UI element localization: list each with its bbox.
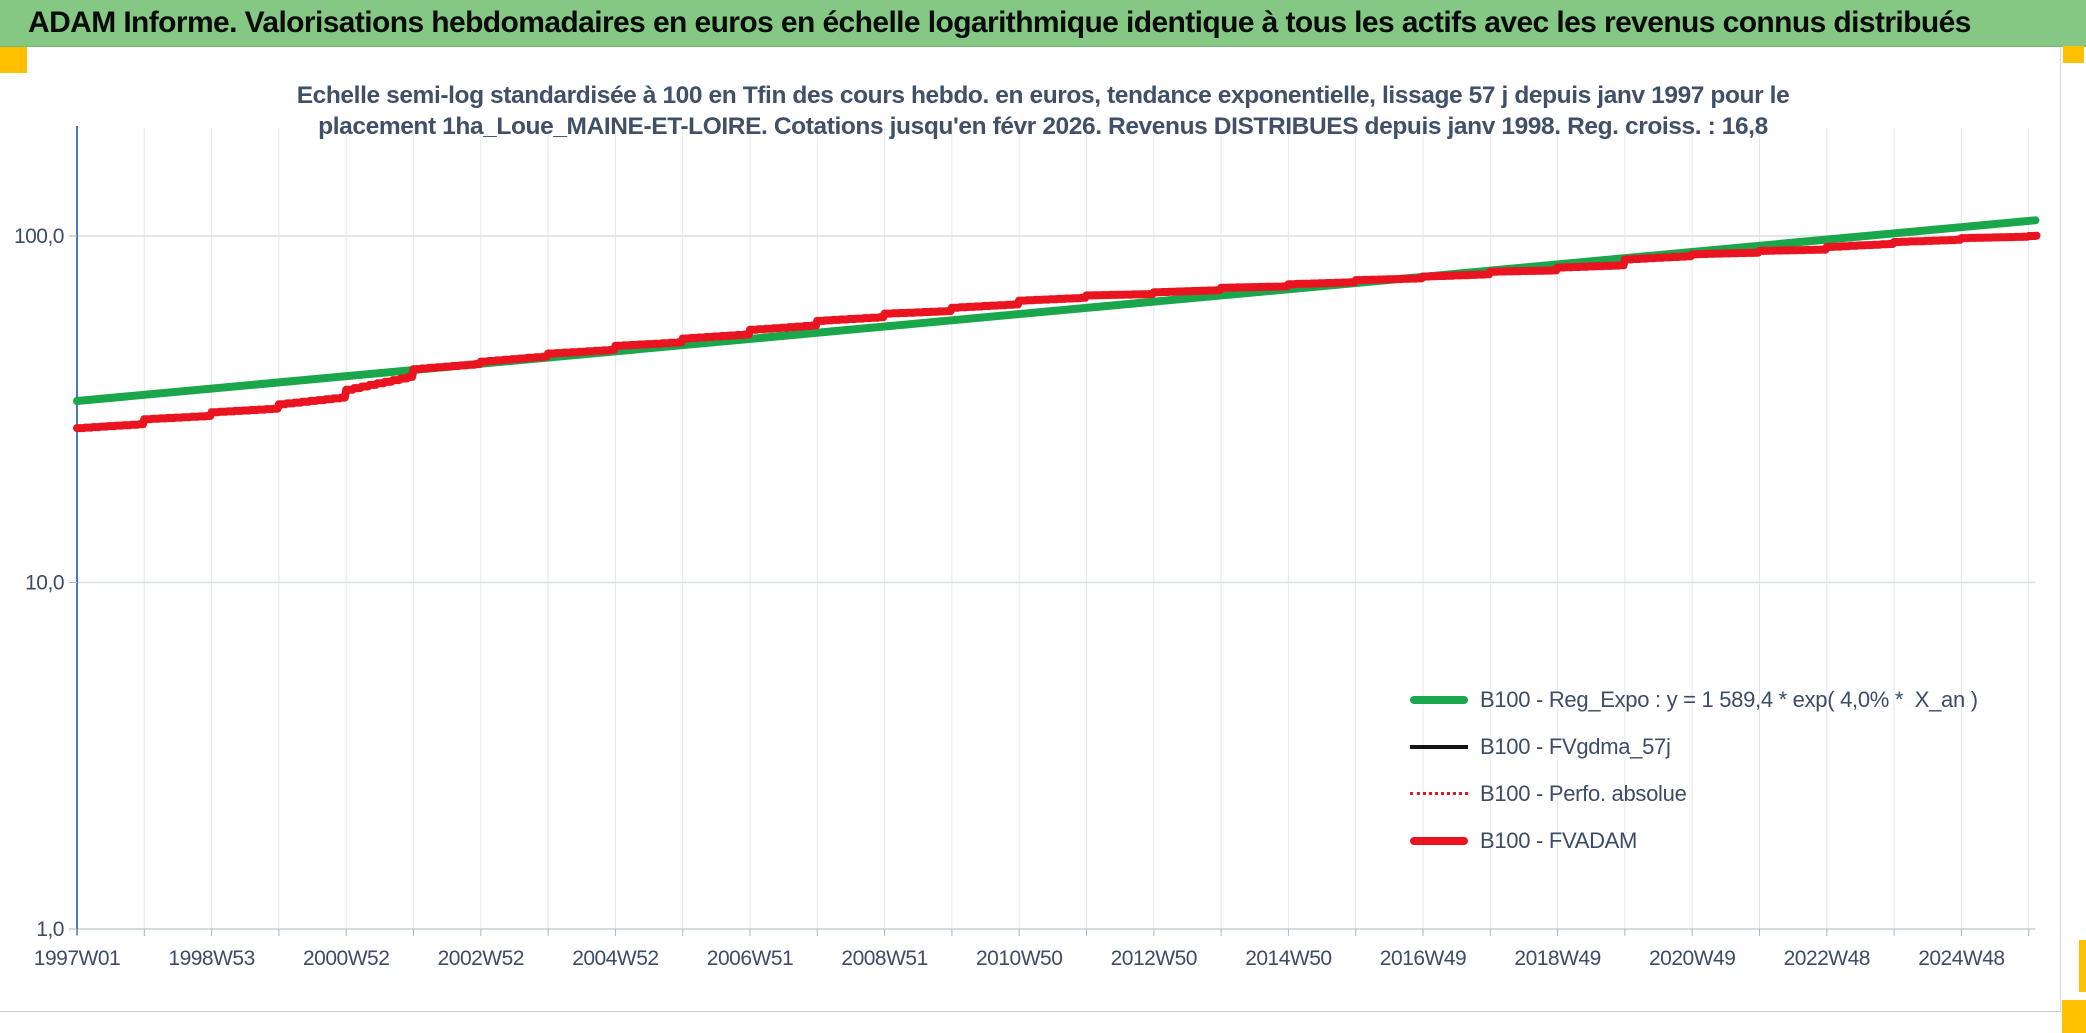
series-fvadam: [73, 231, 2041, 433]
chart-title: Echelle semi-log standardisée à 100 en T…: [0, 80, 2086, 142]
x-tick-label: 2014W50: [1245, 947, 1331, 970]
x-tick-label: 2000W52: [303, 947, 389, 970]
fvgdma-line-swatch-icon: [1410, 744, 1468, 749]
chart-legend: B100 - Reg_Expo : y = 1 589,4 * exp( 4,0…: [1410, 676, 1978, 864]
x-tick-label: 2008W51: [841, 947, 927, 970]
page-header-title: ADAM Informe. Valorisations hebdomadaire…: [28, 6, 1971, 39]
legend-row-fvgdma: B100 - FVgdma_57j: [1410, 723, 1978, 770]
series-fvgdma-57j: [76, 234, 2037, 430]
legend-row-perfo-absolue: B100 - Perfo. absolue: [1410, 770, 1978, 817]
series-perfo-absolue: [77, 234, 2037, 430]
x-tick-label: 2022W48: [1784, 947, 1870, 970]
x-tick-label: 2004W52: [572, 947, 658, 970]
x-tick-label: 2024W48: [1918, 947, 2004, 970]
gridlines: [77, 128, 2036, 929]
yellow-edge-strip: [2079, 940, 2086, 992]
series-reg-expo: [73, 216, 2040, 406]
x-tick-label: 2010W50: [976, 947, 1062, 970]
chart-title-line1: Echelle semi-log standardisée à 100 en T…: [296, 82, 1790, 109]
perfo-absolue-line-swatch-icon: [1410, 792, 1468, 795]
legend-row-reg-expo: B100 - Reg_Expo : y = 1 589,4 * exp( 4,0…: [1410, 676, 1978, 723]
legend-label-fvgdma: B100 - FVgdma_57j: [1480, 733, 1671, 759]
x-tick-label: 2018W49: [1514, 947, 1600, 970]
legend-label-fvadam: B100 - FVADAM: [1480, 827, 1638, 853]
yellow-corner-left: [0, 47, 27, 73]
x-tick-label: 2016W49: [1380, 947, 1466, 970]
fvadam-line-swatch-icon: [1410, 836, 1468, 845]
x-tick-label: 2002W52: [438, 947, 524, 970]
y-tick-label: 1,0: [36, 918, 64, 941]
x-tick-label: 2012W50: [1111, 947, 1197, 970]
chart-title-line2: placement 1ha_Loue_MAINE-ET-LOIRE. Cotat…: [318, 113, 1768, 140]
yellow-corner-right: [2063, 46, 2084, 63]
legend-row-fvadam: B100 - FVADAM: [1410, 817, 1978, 864]
page-header: ADAM Informe. Valorisations hebdomadaire…: [0, 0, 2086, 47]
x-tick-label: 1997W01: [34, 947, 120, 970]
y-tick-label: 100,0: [14, 225, 64, 248]
sheet-row-border: [0, 1011, 2086, 1012]
yellow-corner-bottom-right: [2062, 1000, 2086, 1033]
x-tick-label: 2006W51: [707, 947, 793, 970]
axis-ticks: [69, 235, 2030, 936]
legend-label-perfo-absolue: B100 - Perfo. absolue: [1480, 780, 1687, 806]
x-tick-label: 2020W49: [1649, 947, 1735, 970]
chart-right-border: [2060, 46, 2061, 1012]
legend-label-reg-expo: B100 - Reg_Expo : y = 1 589,4 * exp( 4,0…: [1480, 686, 1978, 712]
reg-expo-line-swatch-icon: [1410, 695, 1468, 704]
x-tick-label: 1998W53: [168, 947, 254, 970]
y-tick-label: 10,0: [25, 572, 64, 595]
